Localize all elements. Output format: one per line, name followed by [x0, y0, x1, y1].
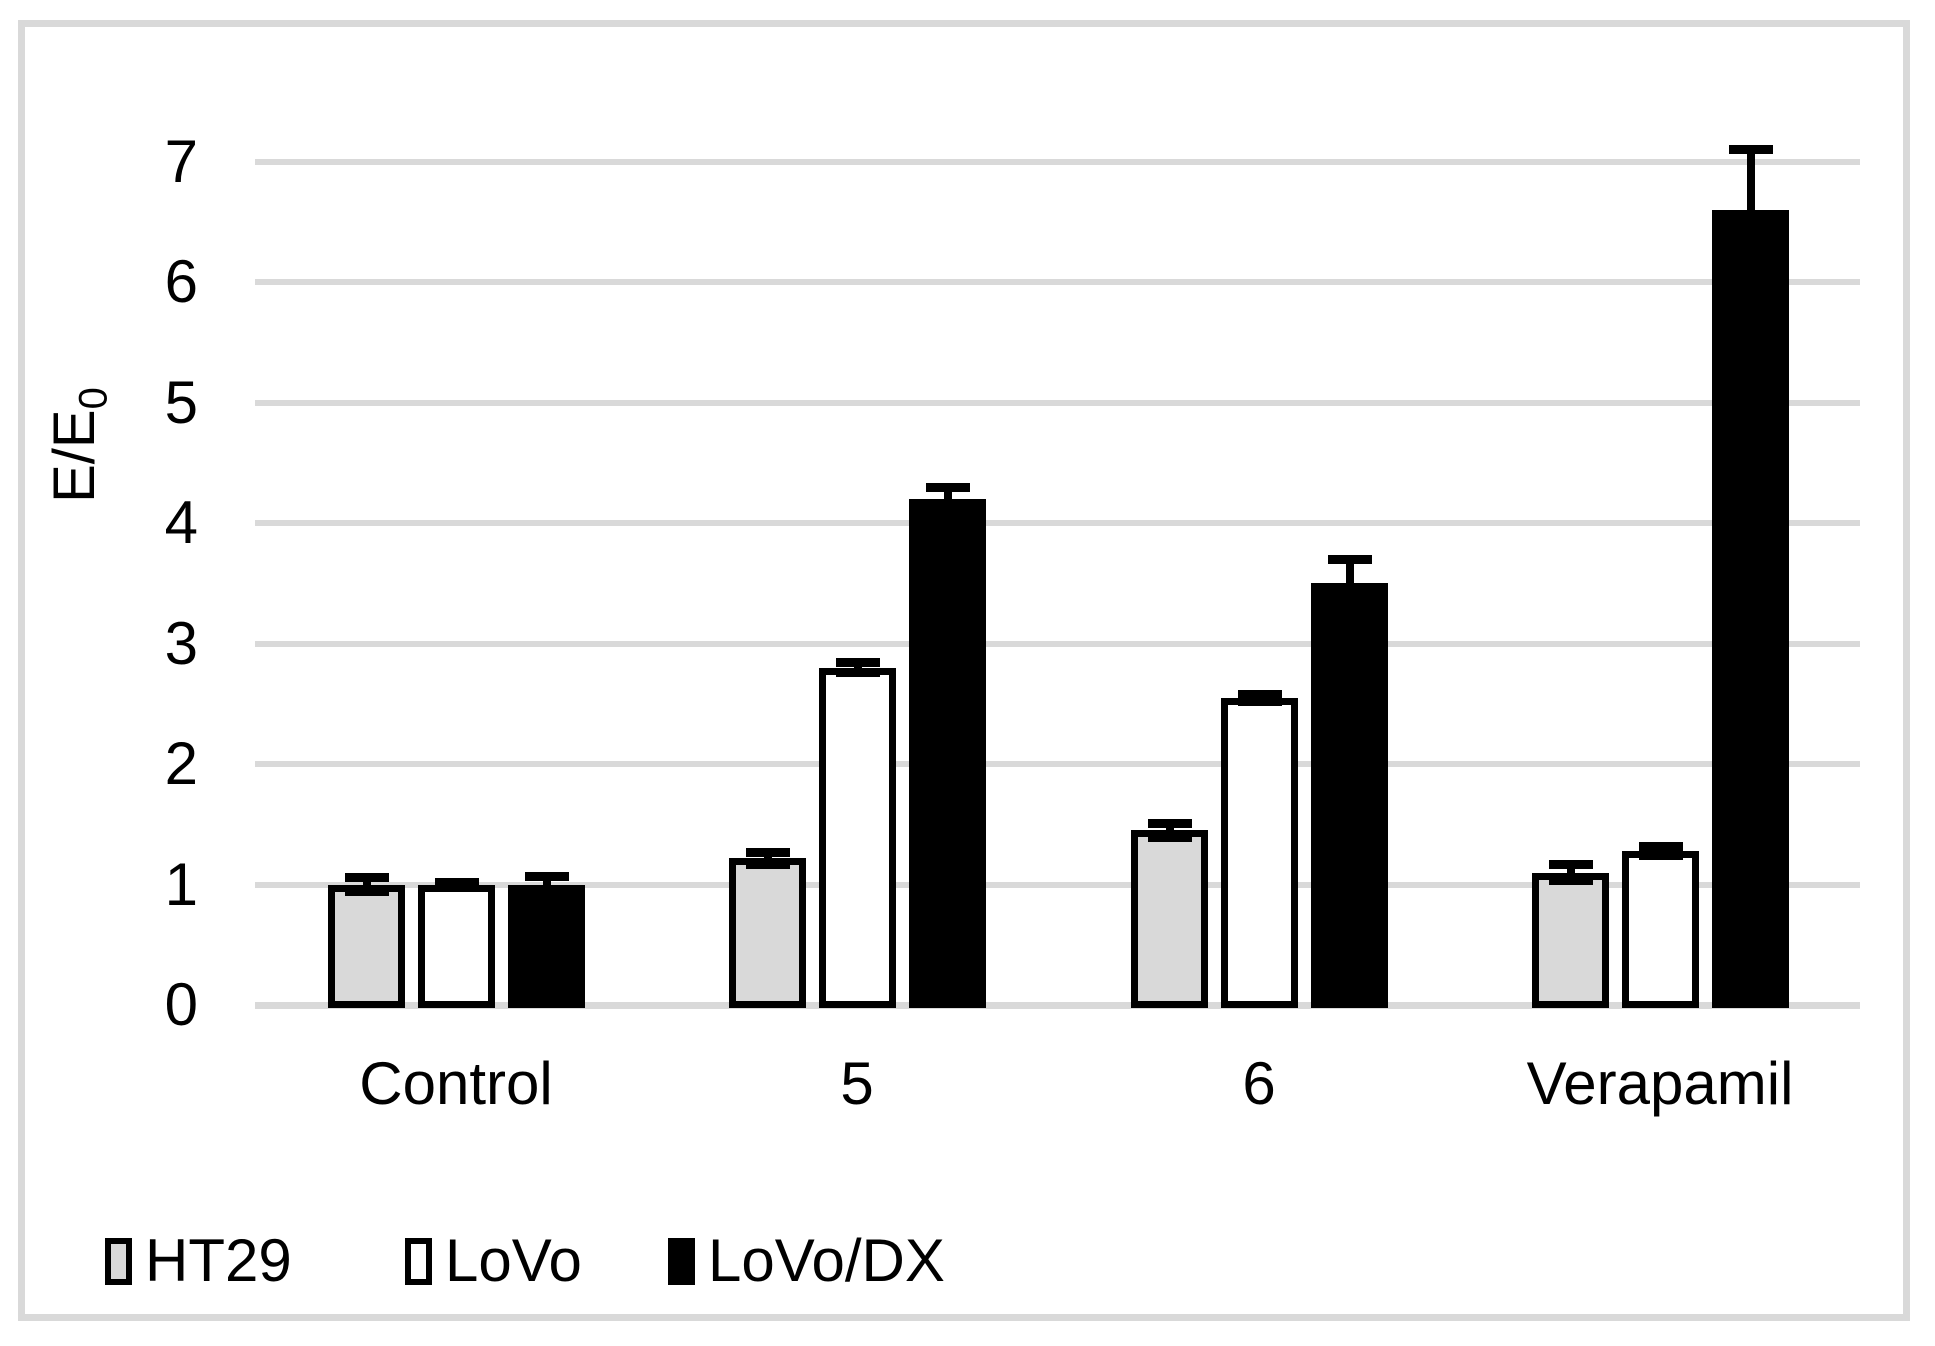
- bar-ht29-control: [328, 885, 405, 1008]
- error-bar-cap-bottom: [435, 882, 479, 891]
- x-category-label-6: 6: [1242, 1050, 1276, 1117]
- error-bar-stem: [543, 876, 551, 893]
- x-category-label-verapamil: Verapamil: [1526, 1050, 1794, 1117]
- x-category-label-control: Control: [359, 1050, 553, 1117]
- bar-lovo-dx-control: [508, 885, 585, 1008]
- legend-swatch-ht29: [105, 1237, 132, 1285]
- error-bar-cap-bottom: [746, 860, 790, 869]
- error-bar-cap-top: [926, 483, 970, 492]
- bar-ht29-verapamil: [1532, 873, 1609, 1008]
- gridline-y-5: [255, 400, 1860, 406]
- legend-swatch-lovo: [405, 1237, 432, 1285]
- bar-lovo-dx-verapamil: [1712, 210, 1789, 1008]
- bar-lovo-dx-5: [909, 499, 986, 1008]
- bar-lovo-control: [418, 885, 495, 1008]
- error-bar-stem: [1567, 864, 1575, 881]
- legend-label-lovo-dx: LoVo/DX: [708, 1227, 945, 1294]
- bar-ht29-6: [1131, 830, 1208, 1008]
- bar-lovo-5: [819, 668, 896, 1008]
- bar-lovo-dx-6: [1311, 583, 1388, 1008]
- x-axis-line: [255, 1002, 1860, 1009]
- y-tick-label-2: 2: [164, 730, 198, 797]
- bar-ht29-5: [729, 858, 806, 1008]
- error-bar-stem: [1346, 559, 1354, 607]
- error-bar-stem: [944, 487, 952, 511]
- y-tick-label-3: 3: [164, 610, 198, 677]
- legend-item-ht29: HT29: [105, 1227, 292, 1294]
- figure-border: [18, 20, 1910, 1321]
- gridline-y-7: [255, 159, 1860, 165]
- bar-lovo-6: [1221, 698, 1298, 1008]
- gridline-y-4: [255, 520, 1860, 526]
- error-bar-cap-top: [836, 658, 880, 667]
- error-bar-cap-bottom: [345, 887, 389, 896]
- error-bar-stem: [1166, 823, 1174, 837]
- error-bar-cap-bottom: [1328, 603, 1372, 612]
- error-bar-stem: [1747, 150, 1755, 270]
- x-category-label-5: 5: [840, 1050, 874, 1117]
- error-bar-cap-top: [1238, 690, 1282, 699]
- error-bar-cap-bottom: [1639, 851, 1683, 860]
- error-bar-cap-top: [525, 872, 569, 881]
- error-bar-cap-top: [1639, 842, 1683, 851]
- error-bar-cap-bottom: [1148, 833, 1192, 842]
- error-bar-stem: [764, 852, 772, 864]
- y-tick-label-1: 1: [164, 851, 198, 918]
- gridline-y-1: [255, 882, 1860, 888]
- error-bar-cap-top: [1549, 860, 1593, 869]
- legend-label-ht29: HT29: [145, 1227, 292, 1294]
- error-bar-cap-bottom: [836, 668, 880, 677]
- y-tick-label-4: 4: [164, 489, 198, 556]
- legend: HT29 LoVo LoVo/DX: [0, 1227, 1935, 1294]
- error-bar-cap-top: [746, 848, 790, 857]
- error-bar-cap-bottom: [1238, 697, 1282, 706]
- error-bar-cap-top: [345, 873, 389, 882]
- gridline-y-6: [255, 279, 1860, 285]
- error-bar-cap-bottom: [1549, 876, 1593, 885]
- y-tick-label-6: 6: [164, 248, 198, 315]
- y-tick-label-0: 0: [164, 971, 198, 1038]
- y-tick-label-7: 7: [164, 128, 198, 195]
- error-bar-cap-top: [1328, 555, 1372, 564]
- error-bar-cap-bottom: [525, 889, 569, 898]
- legend-item-lovo-dx: LoVo/DX: [668, 1227, 945, 1294]
- error-bar-stem: [363, 877, 371, 891]
- error-bar-cap-top: [1148, 819, 1192, 828]
- error-bar-cap-top: [1729, 145, 1773, 154]
- y-tick-label-5: 5: [164, 369, 198, 436]
- error-bar-cap-bottom: [1729, 266, 1773, 275]
- gridline-y-3: [255, 641, 1860, 647]
- bar-lovo-verapamil: [1622, 851, 1699, 1008]
- legend-swatch-lovo-dx: [668, 1237, 695, 1285]
- gridline-y-2: [255, 761, 1860, 767]
- error-bar-cap-bottom: [926, 507, 970, 516]
- legend-item-lovo: LoVo: [405, 1227, 582, 1294]
- legend-label-lovo: LoVo: [445, 1227, 582, 1294]
